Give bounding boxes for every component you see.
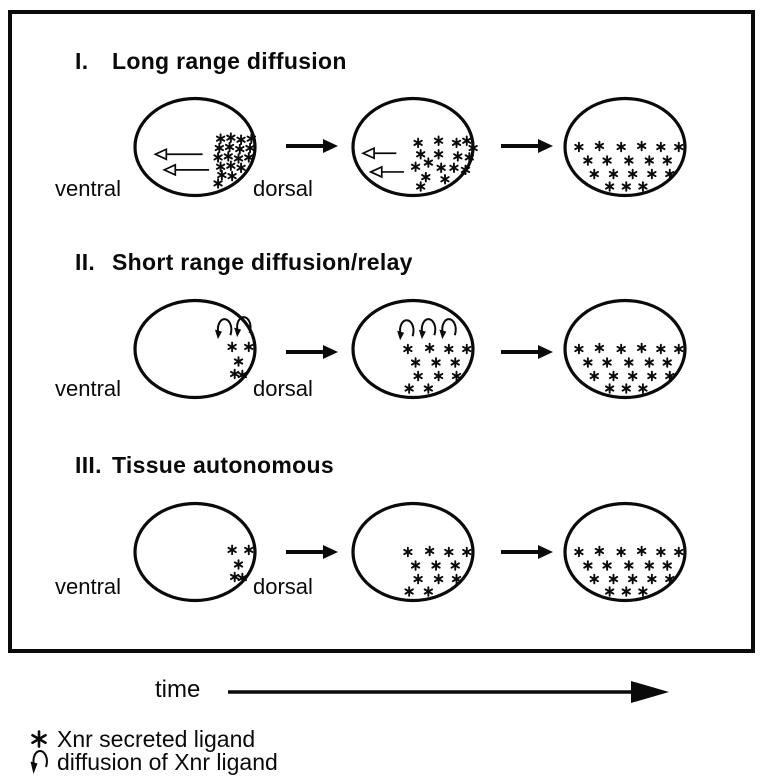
dorsal-label: dorsal [253,376,313,401]
legend-item-label: diffusion of Xnr ligand [57,749,278,775]
model-heading-1: I. Long range diffusion [75,48,347,75]
model-title-2: Short range diffusion/relay [112,249,413,275]
embryo-r3-stage2 [351,501,475,603]
figure-frame [8,10,755,653]
time-arrow-icon [228,681,669,703]
progression-arrow-icon [501,345,553,359]
progression-arrow-icon [501,545,553,559]
ventral-label: ventral [55,574,122,599]
model-title-1: Long range diffusion [112,48,347,74]
progression-arrow-icon [286,545,338,559]
dorsal-label: dorsal [253,176,313,201]
embryo-r1-stage2 [351,96,478,198]
embryo-r3-stage1 [133,501,257,603]
roman-numeral-1: I. [75,48,89,74]
legend-star-icon [31,730,47,748]
progression-arrow-icon [286,139,338,153]
ventral-label: ventral [55,376,122,401]
time-label: time [155,676,201,703]
roman-numeral-2: II. [75,249,96,275]
ventral-label: ventral [55,176,122,201]
embryo-r2-stage1 [133,298,257,400]
embryo-r1-stage1 [133,96,257,198]
embryo-r3-stage3 [563,501,687,603]
embryo-r1-stage3 [563,96,687,198]
model-heading-3: III. Tissue autonomous [75,452,334,479]
embryo-r2-stage2 [351,298,475,400]
legend-diffusion-arrow-icon [30,749,48,774]
dorsal-label: dorsal [253,574,313,599]
model-title-3: Tissue autonomous [112,452,334,478]
model-heading-2: II. Short range diffusion/relay [75,249,413,276]
legend-item-label: Xnr secreted ligand [57,726,256,752]
progression-arrow-icon [286,345,338,359]
embryo-r2-stage3 [563,298,687,400]
progression-arrow-icon [501,139,553,153]
roman-numeral-3: III. [75,452,102,478]
